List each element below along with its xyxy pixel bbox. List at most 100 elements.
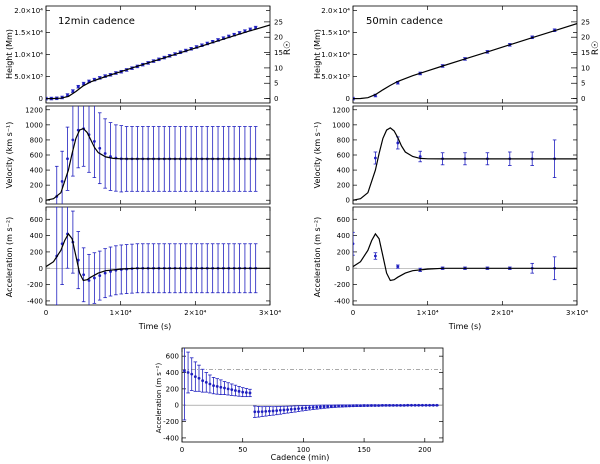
right-velocity-point: [374, 156, 377, 160]
left-height-ytick-label: 0: [39, 95, 43, 103]
left-acceleration-point: [87, 279, 91, 282]
right-acceleration-point: [353, 242, 355, 246]
bottom-point: [388, 403, 391, 407]
right-acceleration-ytick-label: -200: [334, 281, 350, 289]
bottom-point: [260, 410, 264, 413]
bottom-point: [304, 406, 308, 410]
left-height-ylabel: Height (Mm): [5, 29, 14, 79]
bottom-ytick-label: -200: [163, 418, 179, 426]
bottom-point: [257, 410, 260, 414]
left-velocity-point: [92, 140, 96, 143]
right-rsun-label: R☉: [591, 41, 600, 55]
right-accel-ylabel-group: Acceleration (m s⁻²): [313, 217, 322, 297]
left-height-curve: [46, 24, 270, 100]
bottom-point: [275, 409, 279, 413]
left-velocity-curve: [46, 127, 270, 201]
left-acceleration-xtick-label: 0: [44, 309, 48, 317]
left-velocity-data: [46, 106, 270, 204]
left-velocity-point: [103, 152, 107, 155]
bottom-point: [315, 405, 319, 409]
bottom-point: [204, 380, 208, 384]
right-velocity-ytick-label: 800: [337, 136, 350, 144]
left-title: 12min cadence: [58, 16, 135, 27]
left-velocity-ytick-label: 0: [39, 197, 43, 205]
left-height-point: [66, 93, 69, 97]
left-acceleration-ytick-label: -400: [27, 297, 43, 305]
bottom-point: [300, 406, 304, 410]
bottom-point: [337, 404, 340, 408]
right-height-rtick-label: 0: [581, 95, 585, 103]
bottom-point: [391, 403, 395, 407]
bottom-point: [197, 376, 201, 380]
bottom-point: [297, 407, 300, 411]
right-title: 50min cadence: [366, 16, 443, 27]
bottom-xtick-label: 150: [357, 446, 370, 454]
left-acceleration-ytick-label: 600: [30, 216, 43, 224]
left-velocity-point: [71, 138, 75, 142]
left-height-ytick-label: 2.0×10⁴: [14, 7, 43, 15]
bottom-point: [201, 379, 205, 383]
left-accel-ylabel-group: Acceleration (m s⁻²): [5, 217, 14, 297]
left-acceleration-ytick-label: -200: [27, 281, 43, 289]
right-velocity-point: [418, 155, 422, 158]
right-acceleration-point: [374, 254, 377, 258]
right-height-rtick-label: 25: [581, 18, 590, 26]
right-xlabel: Time (s): [448, 322, 482, 331]
bottom-point: [333, 404, 337, 408]
right-velocity-ytick-label: 1000: [332, 121, 350, 129]
bottom-chart: Cadence (min) Acceleration (m s⁻²): [155, 363, 329, 462]
bottom-point: [413, 403, 417, 407]
bottom-point: [322, 405, 326, 409]
left-velocity-ytick-label: 800: [30, 136, 43, 144]
right-height-ytick-label: 2.0×10⁴: [321, 7, 350, 15]
bottom-xtick-label: 50: [238, 446, 247, 454]
left-velocity-ytick-label: 1200: [25, 106, 43, 114]
bottom-ytick-label: 600: [166, 353, 179, 361]
right-height-ylabel: Height (Mm): [313, 29, 322, 79]
left-height-rtick-label: 20: [274, 34, 283, 42]
right-rsun-label-group: R☉: [591, 41, 600, 55]
bottom-point: [359, 404, 362, 408]
bottom-point: [366, 404, 370, 407]
bottom-data: [182, 348, 439, 421]
right-velocity-curve: [353, 127, 577, 201]
left-velocity-ytick-label: 1000: [25, 121, 43, 129]
left-acceleration-ytick-label: 200: [30, 248, 43, 256]
bottom-ylabel-group: Acceleration (m s⁻²): [155, 363, 163, 434]
bottom-point: [428, 403, 432, 407]
right-height-rtick-label: 15: [581, 49, 590, 57]
left-height-point: [82, 82, 86, 85]
left-acceleration-data: [46, 207, 270, 305]
left-velocity-point: [66, 157, 69, 161]
bottom-point: [237, 389, 241, 393]
bottom-point: [355, 404, 359, 408]
left-rsun-label: R☉: [283, 41, 293, 55]
bottom-point: [241, 390, 245, 394]
left-height-rtick-label: 10: [274, 64, 283, 72]
bottom-point: [329, 404, 333, 408]
bottom-point: [351, 404, 355, 408]
left-height-data: [46, 24, 270, 101]
bottom-point: [311, 406, 315, 409]
left-velocity-ytick-label: 600: [30, 152, 43, 160]
bottom-point: [183, 369, 186, 373]
bottom-point: [268, 409, 271, 413]
left-acceleration-point: [76, 258, 80, 262]
bottom-ylabel: Acceleration (m s⁻²): [155, 363, 163, 434]
bottom-xtick-label: 0: [180, 446, 184, 454]
bottom-xtick-label: 200: [418, 446, 431, 454]
right-height-curve: [353, 23, 577, 100]
right-height-ylabel-group: Height (Mm): [313, 29, 322, 79]
bottom-point: [208, 382, 212, 386]
bottom-point: [219, 385, 223, 389]
bottom-point: [406, 403, 410, 407]
left-height-rtick-label: 0: [274, 95, 278, 103]
bottom-point: [215, 385, 219, 388]
bottom-point: [230, 388, 234, 392]
left-acceleration-curve: [46, 232, 270, 282]
right-height-ytick-label: 1.5×10⁴: [321, 29, 350, 37]
bottom-point: [289, 407, 293, 411]
bottom-ytick-label: 400: [166, 369, 179, 377]
bottom-xtick-label: 100: [297, 446, 310, 454]
